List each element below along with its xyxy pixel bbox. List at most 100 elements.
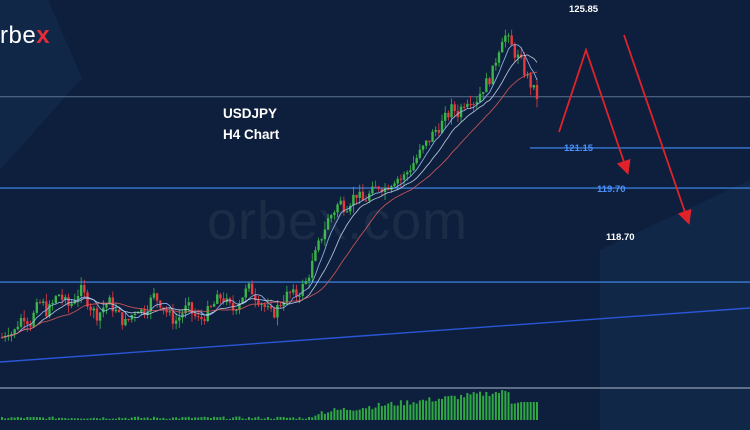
histogram-bar [251, 418, 254, 420]
moving-averages [1, 44, 538, 338]
histogram-bar [35, 417, 38, 420]
histogram-bar [450, 395, 453, 420]
histogram-bar [213, 416, 216, 420]
candle-body [364, 200, 368, 202]
histogram-bar [4, 418, 7, 420]
histogram-bar [510, 403, 513, 420]
candle-body [497, 52, 501, 63]
histogram-bar [374, 407, 377, 420]
histogram-bar [314, 415, 317, 420]
candle-body [67, 297, 70, 306]
candle-body [402, 174, 406, 180]
candle-body [92, 308, 96, 311]
histogram-bar [127, 418, 130, 420]
histogram-bar [336, 409, 339, 420]
candle-body [29, 324, 32, 327]
histogram-bar [444, 396, 447, 420]
candle-body [307, 277, 311, 281]
histogram-bar [393, 405, 396, 420]
candle-body [409, 170, 412, 173]
candle-body [64, 297, 67, 300]
candle-body [86, 292, 89, 307]
candle-body [121, 312, 124, 326]
candle-body [399, 178, 403, 180]
histogram-bar [184, 417, 187, 420]
histogram-bar [54, 418, 57, 420]
histogram-bar [70, 418, 73, 420]
candle-body [532, 84, 536, 88]
histogram-bar [16, 416, 19, 420]
histogram-bar [536, 402, 538, 420]
candle-body [304, 280, 308, 284]
candle-body [174, 320, 178, 324]
histogram-bar [282, 416, 285, 420]
histogram-bar [479, 391, 482, 420]
candle-body [526, 74, 529, 76]
candle-body [105, 304, 108, 308]
histogram-bar [83, 418, 86, 420]
candle-body [155, 293, 159, 301]
histogram-bar [114, 418, 117, 420]
candle-body [431, 131, 434, 142]
candle-body [216, 294, 219, 304]
histogram-bar [529, 402, 532, 420]
histogram-bar [95, 418, 98, 420]
histogram-bar [102, 417, 105, 420]
histogram-bar [447, 396, 450, 420]
histogram-bar [232, 417, 235, 420]
logo-text: rbe [0, 22, 37, 49]
candle-body [260, 304, 263, 306]
candle-body [535, 84, 539, 100]
histogram-bar [526, 402, 529, 420]
candle-body [466, 103, 469, 108]
candle-body [60, 294, 64, 300]
candle-body [263, 304, 266, 307]
histogram-bar [485, 391, 488, 420]
histogram-bar [466, 393, 469, 420]
histogram-bar [342, 407, 345, 420]
histogram-bar [80, 418, 83, 420]
candle-body [368, 193, 371, 201]
candle-body [529, 74, 532, 88]
histogram-bar [412, 402, 415, 420]
histogram-bar [469, 394, 472, 420]
histogram-bar [418, 400, 421, 420]
candle-body [98, 312, 102, 321]
histogram-bar [7, 418, 10, 420]
histogram-bar [197, 417, 200, 420]
histogram-bar [352, 410, 355, 420]
candle-body [295, 289, 298, 297]
level-label-119-70: 119.70 [597, 184, 626, 195]
histogram-bar [437, 398, 440, 420]
histogram-bar [118, 417, 121, 420]
histogram-bar [105, 418, 108, 420]
candle-body [114, 309, 118, 312]
histogram-bar [491, 393, 494, 420]
candle-body [377, 186, 380, 190]
level-label-118-70: 118.70 [606, 232, 635, 243]
histogram-bar [19, 417, 22, 420]
histogram-bar [42, 417, 45, 420]
histogram-bar [295, 418, 298, 420]
support-trend-line [0, 307, 750, 363]
candle-body [481, 92, 485, 94]
candle-body [76, 296, 80, 300]
histogram-bar [355, 410, 358, 420]
histogram-bar [108, 418, 111, 420]
candle-body [19, 317, 23, 327]
candle-body [425, 140, 428, 146]
momentum-histogram [1, 390, 538, 420]
histogram-bar [203, 416, 206, 420]
candle-body [83, 284, 86, 293]
histogram-bar [143, 417, 146, 420]
candle-body [383, 187, 387, 193]
candle-body [374, 186, 377, 188]
histogram-bar [206, 417, 209, 420]
histogram-bar [273, 418, 276, 420]
candle-body [26, 321, 29, 325]
histogram-bar [494, 391, 497, 420]
candle-body [187, 302, 190, 306]
background-shape [600, 180, 750, 430]
horizontal-levels [0, 96, 750, 283]
